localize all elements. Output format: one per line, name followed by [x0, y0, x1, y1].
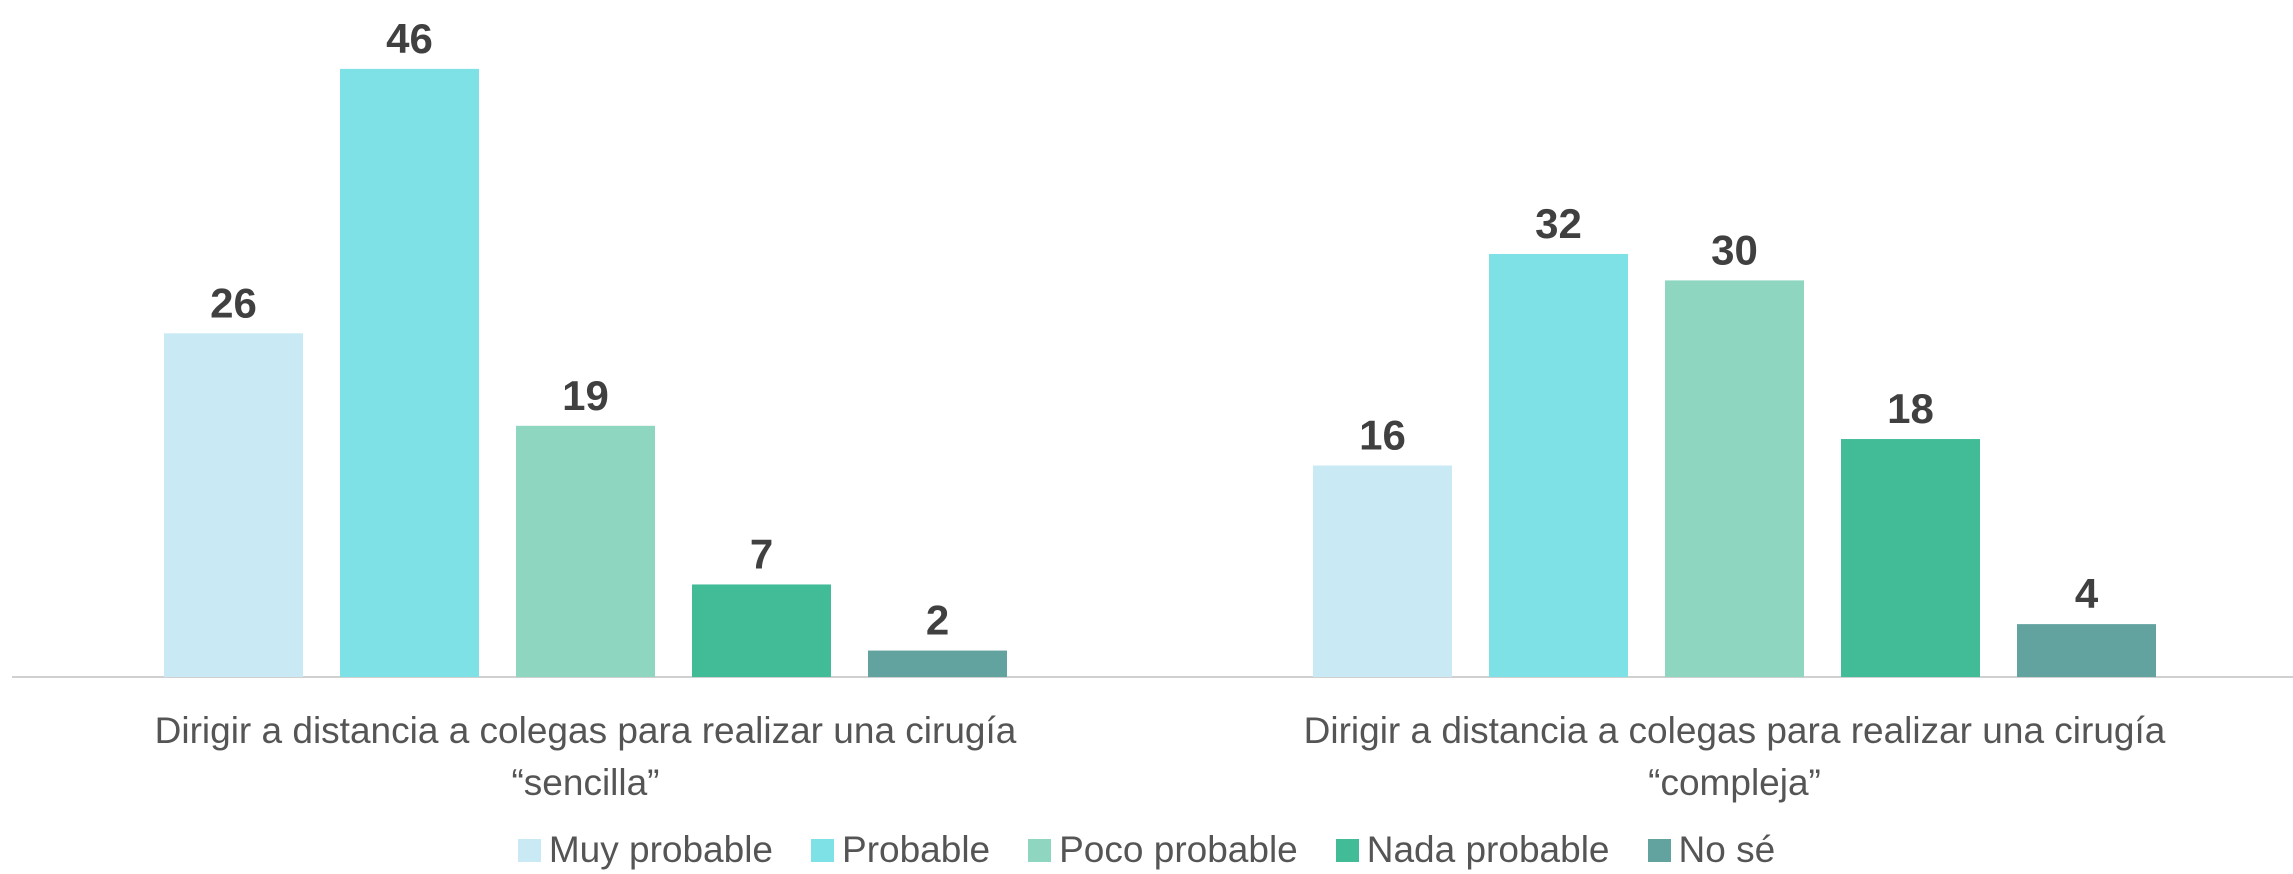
- legend-label: No sé: [1678, 829, 1776, 870]
- bar: [1841, 439, 1980, 677]
- data-label: 4: [2075, 570, 2099, 617]
- legend-label: Poco probable: [1059, 829, 1298, 870]
- bar: [1489, 253, 1628, 677]
- bar: [340, 68, 479, 677]
- legend-item: Poco probable: [1028, 829, 1298, 871]
- legend-label: Muy probable: [548, 829, 774, 870]
- legend-swatch: [1028, 838, 1052, 862]
- data-label: 19: [562, 372, 609, 419]
- bar: [164, 333, 303, 677]
- data-label: 32: [1535, 200, 1582, 247]
- legend-item: No sé: [1647, 829, 1776, 871]
- x-tick-label: Dirigir a distancia a colegas para reali…: [1303, 710, 2166, 803]
- x-tick-label: Dirigir a distancia a colegas para reali…: [154, 710, 1017, 803]
- data-label: 7: [750, 530, 773, 577]
- bar: [1313, 465, 1452, 677]
- data-label: 30: [1711, 226, 1758, 273]
- data-label: 18: [1887, 385, 1934, 432]
- data-label: 26: [210, 279, 257, 326]
- legend-swatch: [811, 838, 835, 862]
- legend-label: Nada probable: [1366, 829, 1610, 870]
- legend-item: Muy probable: [517, 829, 774, 871]
- bar: [516, 425, 655, 677]
- legend-swatch: [1335, 838, 1359, 862]
- bar: [2017, 624, 2156, 677]
- data-label: 46: [386, 15, 433, 62]
- legend-swatch: [517, 838, 541, 862]
- legend-item: Probable: [811, 829, 990, 871]
- legend: Muy probable Probable Poco probable Nada pr…: [0, 828, 2293, 872]
- legend-label: Probable: [842, 829, 991, 870]
- data-label: 16: [1359, 411, 1406, 458]
- data-label: 2: [926, 597, 949, 644]
- legend-swatch: [1647, 838, 1671, 862]
- bar: [1665, 280, 1804, 677]
- bar: [692, 584, 831, 677]
- bar: [868, 650, 1007, 677]
- legend-item: Nada probable: [1335, 829, 1610, 871]
